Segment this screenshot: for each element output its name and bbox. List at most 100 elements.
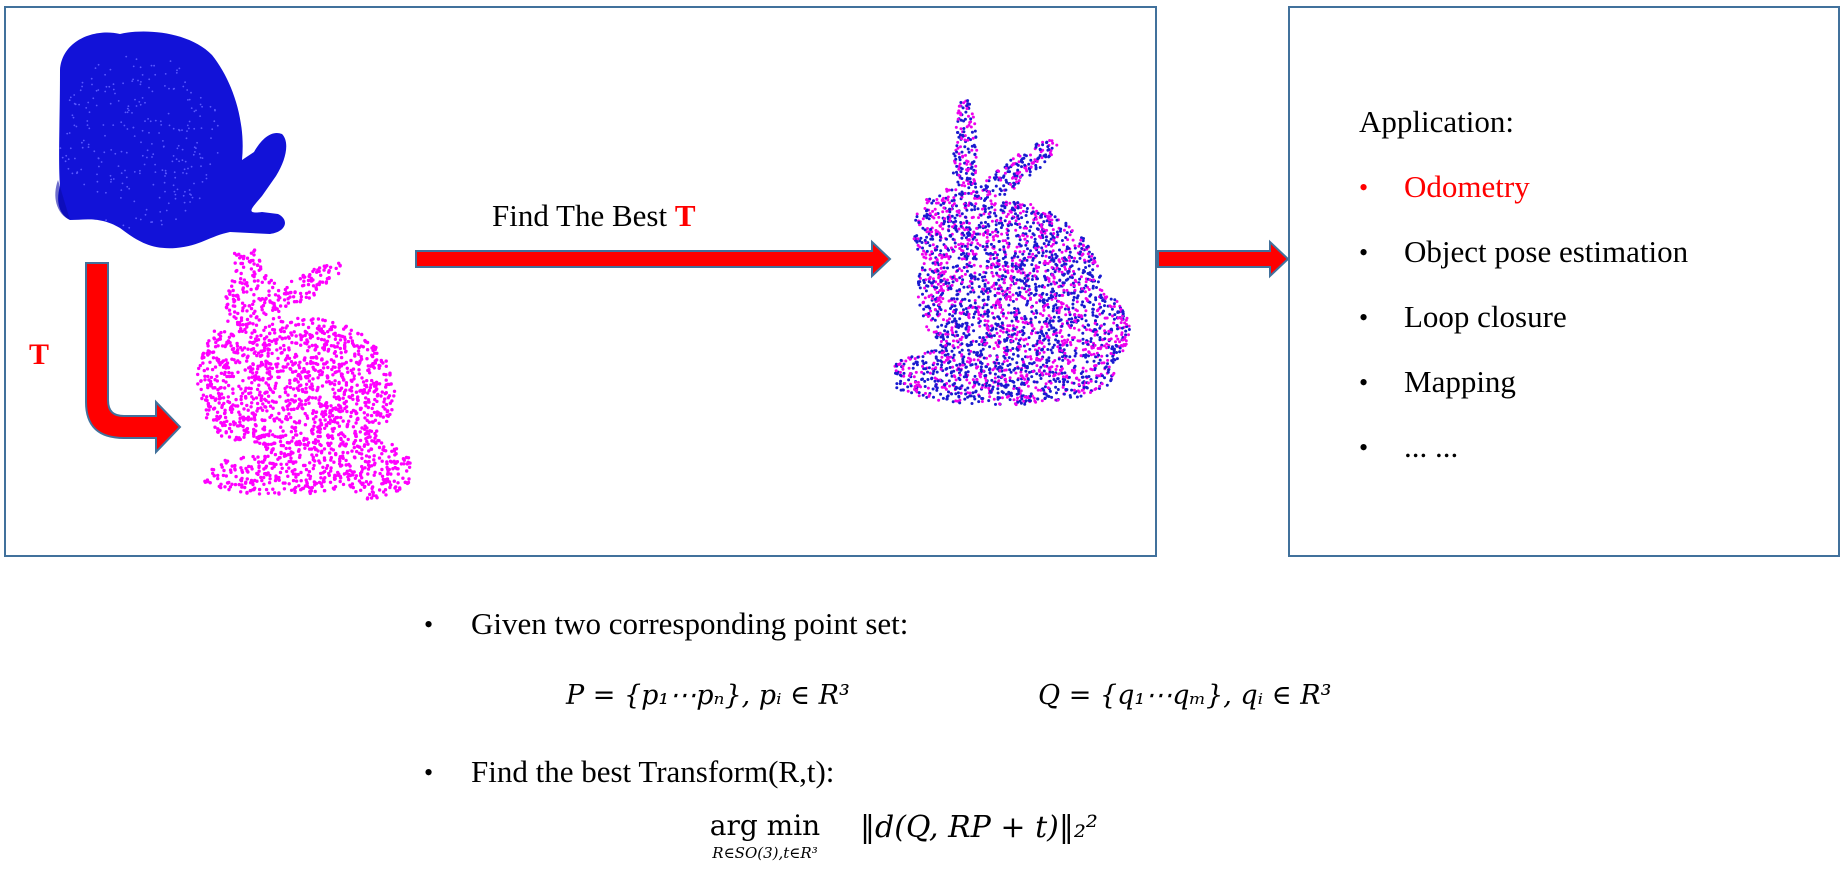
cloud-point	[1106, 362, 1109, 366]
cloud-point	[990, 271, 994, 275]
cloud-point	[1114, 340, 1117, 344]
cloud-point	[337, 369, 341, 373]
cloud-point	[959, 118, 963, 122]
cloud-point	[981, 298, 985, 302]
cloud-point	[1082, 268, 1086, 272]
cloud-point	[1044, 372, 1048, 376]
cloud-point	[339, 406, 343, 410]
cloud-point	[926, 227, 929, 230]
cloud-point	[945, 252, 948, 256]
cloud-point	[328, 418, 333, 422]
cloud-point	[263, 277, 267, 281]
cloud-point	[921, 217, 925, 221]
cloud-point	[1022, 360, 1025, 364]
cloud-point	[262, 482, 266, 486]
cloud-point	[221, 379, 226, 383]
cloud-point	[1077, 378, 1081, 382]
cloud-point	[1013, 313, 1017, 317]
cloud-point	[190, 107, 193, 109]
cloud-point	[323, 418, 327, 422]
cloud-point	[276, 288, 281, 293]
cloud-point	[206, 344, 210, 348]
cloud-point	[87, 146, 90, 149]
cloud-point	[1081, 341, 1085, 345]
cloud-point	[935, 261, 939, 264]
cloud-point	[996, 322, 1000, 326]
cloud-point	[239, 277, 243, 281]
cloud-point	[934, 330, 938, 334]
cloud-point	[1002, 268, 1006, 272]
cloud-point	[373, 347, 377, 352]
cloud-point	[1029, 331, 1033, 335]
cloud-point	[1011, 293, 1015, 297]
cloud-point	[81, 141, 83, 144]
cloud-point	[339, 351, 343, 355]
cloud-point	[991, 327, 994, 331]
cloud-point	[952, 358, 956, 362]
cloud-point	[272, 281, 277, 285]
cloud-point	[898, 370, 902, 374]
cloud-point	[279, 319, 283, 324]
cloud-point	[197, 366, 201, 371]
cloud-point	[977, 343, 981, 346]
cloud-point	[924, 289, 928, 293]
cloud-point	[1112, 302, 1116, 306]
cloud-point	[952, 152, 956, 156]
cloud-point	[959, 221, 963, 224]
cloud-point	[110, 181, 112, 183]
cloud-point	[68, 99, 71, 102]
cloud-point	[1080, 303, 1084, 307]
cloud-point	[373, 470, 377, 474]
cloud-point	[259, 333, 263, 338]
cloud-point	[286, 301, 291, 305]
cloud-point	[1064, 262, 1068, 266]
cloud-point	[212, 329, 217, 333]
cloud-point	[1102, 344, 1106, 348]
cloud-point	[999, 329, 1003, 333]
cloud-point	[239, 316, 244, 320]
cloud-point	[322, 324, 326, 328]
cloud-point	[1120, 326, 1124, 330]
cloud-point	[263, 336, 267, 341]
cloud-point	[1088, 278, 1092, 282]
cloud-point	[388, 485, 392, 490]
cloud-point	[957, 183, 961, 187]
cloud-point	[162, 140, 164, 142]
cloud-point	[1118, 340, 1122, 344]
cloud-point	[341, 378, 346, 382]
cloud-point	[1081, 366, 1085, 370]
cloud-point	[366, 391, 370, 395]
cloud-point	[1029, 355, 1032, 359]
cloud-point	[996, 230, 1000, 234]
cloud-point	[132, 78, 135, 81]
cloud-point	[110, 149, 113, 151]
cloud-point	[940, 349, 944, 353]
cloud-point	[928, 212, 932, 216]
cloud-point	[1063, 371, 1067, 375]
cloud-point	[995, 331, 999, 335]
cloud-point	[190, 91, 192, 94]
cloud-point	[211, 468, 216, 472]
cloud-point	[238, 420, 242, 424]
cloud-point	[1020, 260, 1024, 264]
cloud-point	[1115, 351, 1118, 354]
cloud-point	[954, 308, 958, 312]
cloud-point	[237, 321, 242, 325]
cloud-point	[248, 321, 252, 325]
cloud-point	[1066, 291, 1070, 295]
cloud-point	[298, 441, 303, 446]
cloud-point	[923, 286, 927, 290]
cloud-point	[292, 378, 297, 382]
cloud-point	[249, 267, 254, 271]
cloud-point	[951, 280, 955, 284]
cloud-point	[317, 459, 321, 463]
cloud-point	[898, 382, 902, 386]
cloud-point	[370, 439, 374, 443]
cloud-point	[339, 415, 343, 420]
cloud-point	[299, 295, 304, 299]
cloud-point	[1060, 293, 1064, 297]
cloud-point	[229, 344, 233, 348]
cloud-point	[360, 426, 364, 430]
cloud-point	[173, 190, 176, 193]
cloud-point	[1078, 339, 1082, 343]
